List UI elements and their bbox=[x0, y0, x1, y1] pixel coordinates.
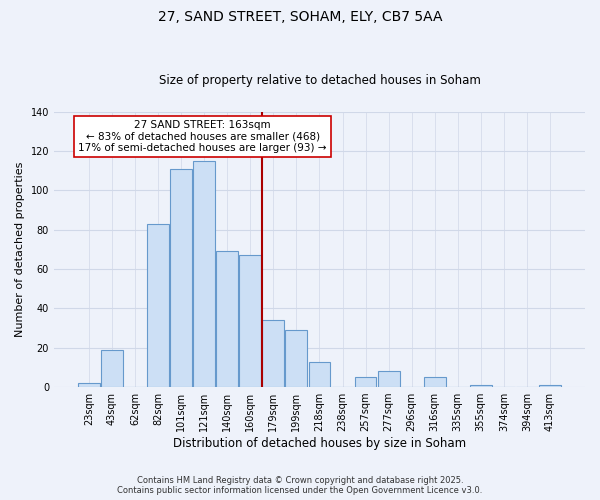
Bar bbox=[424, 378, 446, 387]
Bar bbox=[377, 372, 400, 387]
Bar bbox=[101, 350, 123, 387]
Bar bbox=[308, 362, 331, 387]
Bar bbox=[170, 169, 192, 387]
Bar bbox=[539, 385, 561, 387]
Bar bbox=[78, 383, 100, 387]
Bar bbox=[355, 378, 376, 387]
Text: Contains HM Land Registry data © Crown copyright and database right 2025.
Contai: Contains HM Land Registry data © Crown c… bbox=[118, 476, 482, 495]
Bar bbox=[470, 385, 492, 387]
Text: 27, SAND STREET, SOHAM, ELY, CB7 5AA: 27, SAND STREET, SOHAM, ELY, CB7 5AA bbox=[158, 10, 442, 24]
Bar bbox=[147, 224, 169, 387]
Text: 27 SAND STREET: 163sqm
← 83% of detached houses are smaller (468)
17% of semi-de: 27 SAND STREET: 163sqm ← 83% of detached… bbox=[79, 120, 327, 153]
Bar bbox=[193, 161, 215, 387]
X-axis label: Distribution of detached houses by size in Soham: Distribution of detached houses by size … bbox=[173, 437, 466, 450]
Bar bbox=[217, 252, 238, 387]
Bar bbox=[286, 330, 307, 387]
Bar bbox=[239, 256, 261, 387]
Title: Size of property relative to detached houses in Soham: Size of property relative to detached ho… bbox=[158, 74, 481, 87]
Y-axis label: Number of detached properties: Number of detached properties bbox=[15, 162, 25, 337]
Bar bbox=[262, 320, 284, 387]
